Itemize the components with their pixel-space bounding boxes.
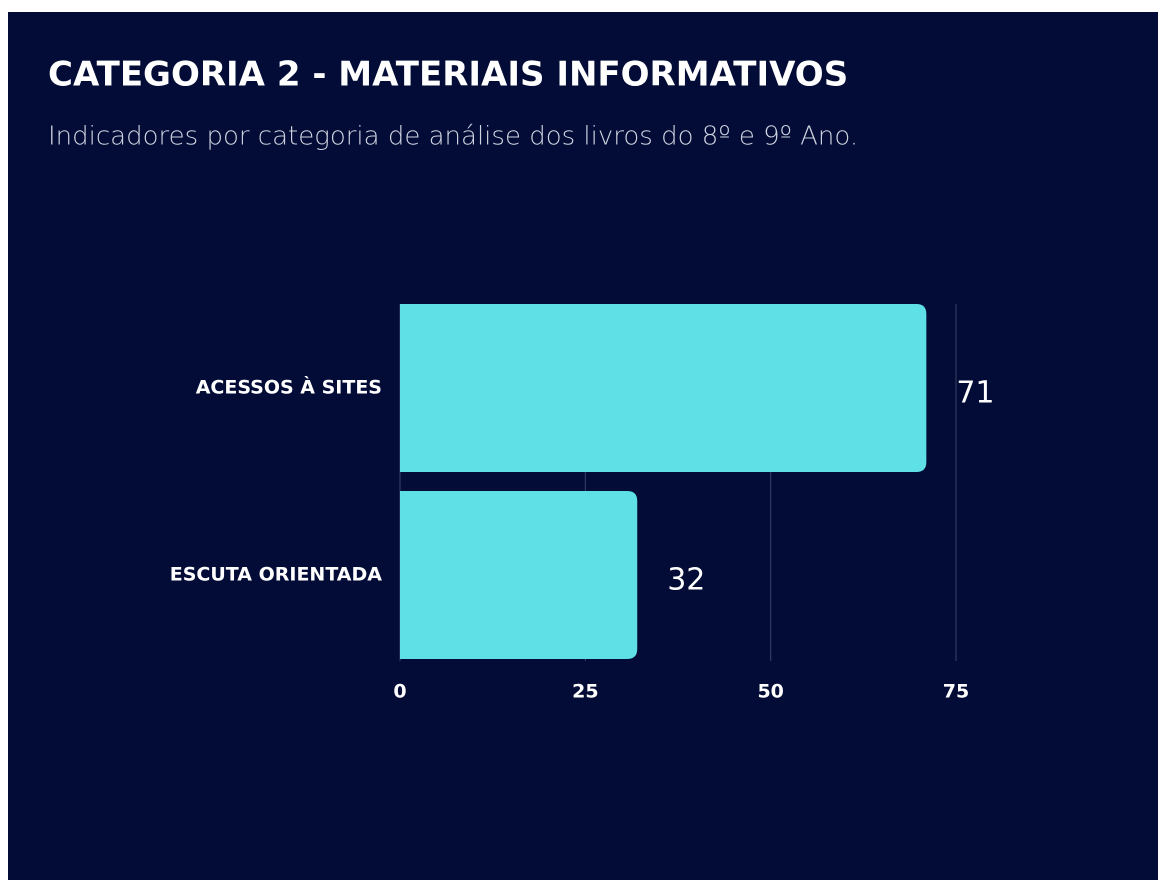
value-label: 32: [667, 563, 705, 598]
bar: [400, 491, 638, 659]
x-tick-label: 25: [572, 681, 598, 703]
category-label: ESCUTA ORIENTADA: [170, 564, 383, 586]
chart-subtitle: Indicadores por categoria de análise dos…: [48, 122, 858, 152]
category-label: ACESSOS À SITES: [196, 376, 382, 399]
x-tick-label: 75: [943, 681, 969, 703]
chart-title: CATEGORIA 2 - MATERIAIS INFORMATIVOS: [48, 55, 848, 95]
bar: [400, 304, 927, 472]
x-tick-label: 50: [757, 681, 783, 703]
x-tick-label: 0: [393, 681, 406, 703]
value-label: 71: [956, 376, 994, 411]
